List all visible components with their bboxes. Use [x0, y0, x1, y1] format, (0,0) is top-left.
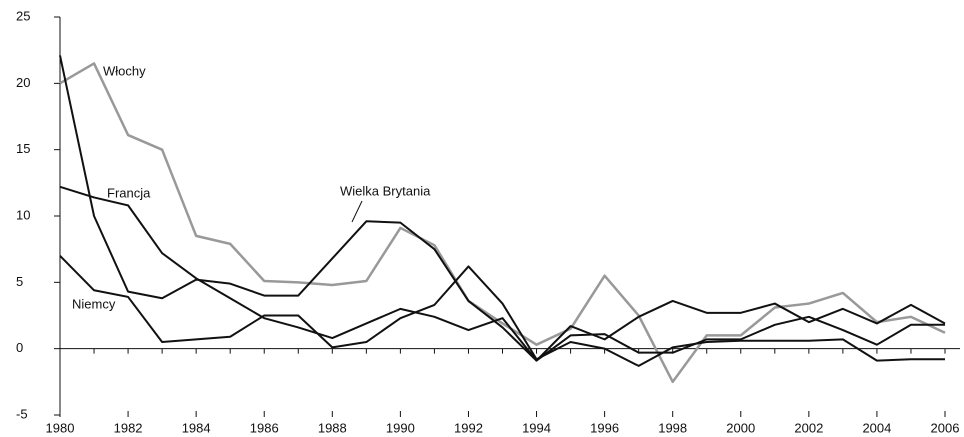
series-label: Włochy [103, 63, 146, 78]
series-label: Wielka Brytania [340, 183, 431, 198]
x-tick-label: 1988 [318, 420, 347, 435]
x-tick-label: 2006 [931, 420, 960, 435]
x-tick-label: 1982 [114, 420, 143, 435]
series-line [59, 255, 945, 367]
series-label: Niemcy [72, 296, 116, 311]
x-tick-label: 2002 [794, 420, 823, 435]
x-tick-label: 1980 [46, 420, 75, 435]
series-line [59, 55, 946, 362]
x-tick-label: 1992 [454, 420, 483, 435]
x-tick-label: 2000 [726, 420, 755, 435]
x-tick-label: 1986 [250, 420, 279, 435]
x-tick-label: 1994 [522, 420, 551, 435]
x-tick-label: 1984 [182, 420, 211, 435]
series-line [59, 185, 945, 362]
leader-line [351, 200, 363, 223]
y-tick-label: 0 [16, 340, 23, 355]
series-label: Francja [107, 185, 151, 200]
y-tick-label: 20 [16, 75, 30, 90]
x-tick-label: 1996 [590, 420, 619, 435]
y-tick-label: 15 [16, 141, 30, 156]
y-tick-label: 25 [16, 8, 30, 23]
series-line [59, 62, 946, 384]
y-tick-label: -5 [16, 406, 28, 421]
x-tick-label: 1990 [386, 420, 415, 435]
x-tick-label: 2004 [862, 420, 891, 435]
x-tick-label: 1998 [658, 420, 687, 435]
y-tick-label: 5 [16, 274, 23, 289]
y-tick-label: 10 [16, 207, 30, 222]
